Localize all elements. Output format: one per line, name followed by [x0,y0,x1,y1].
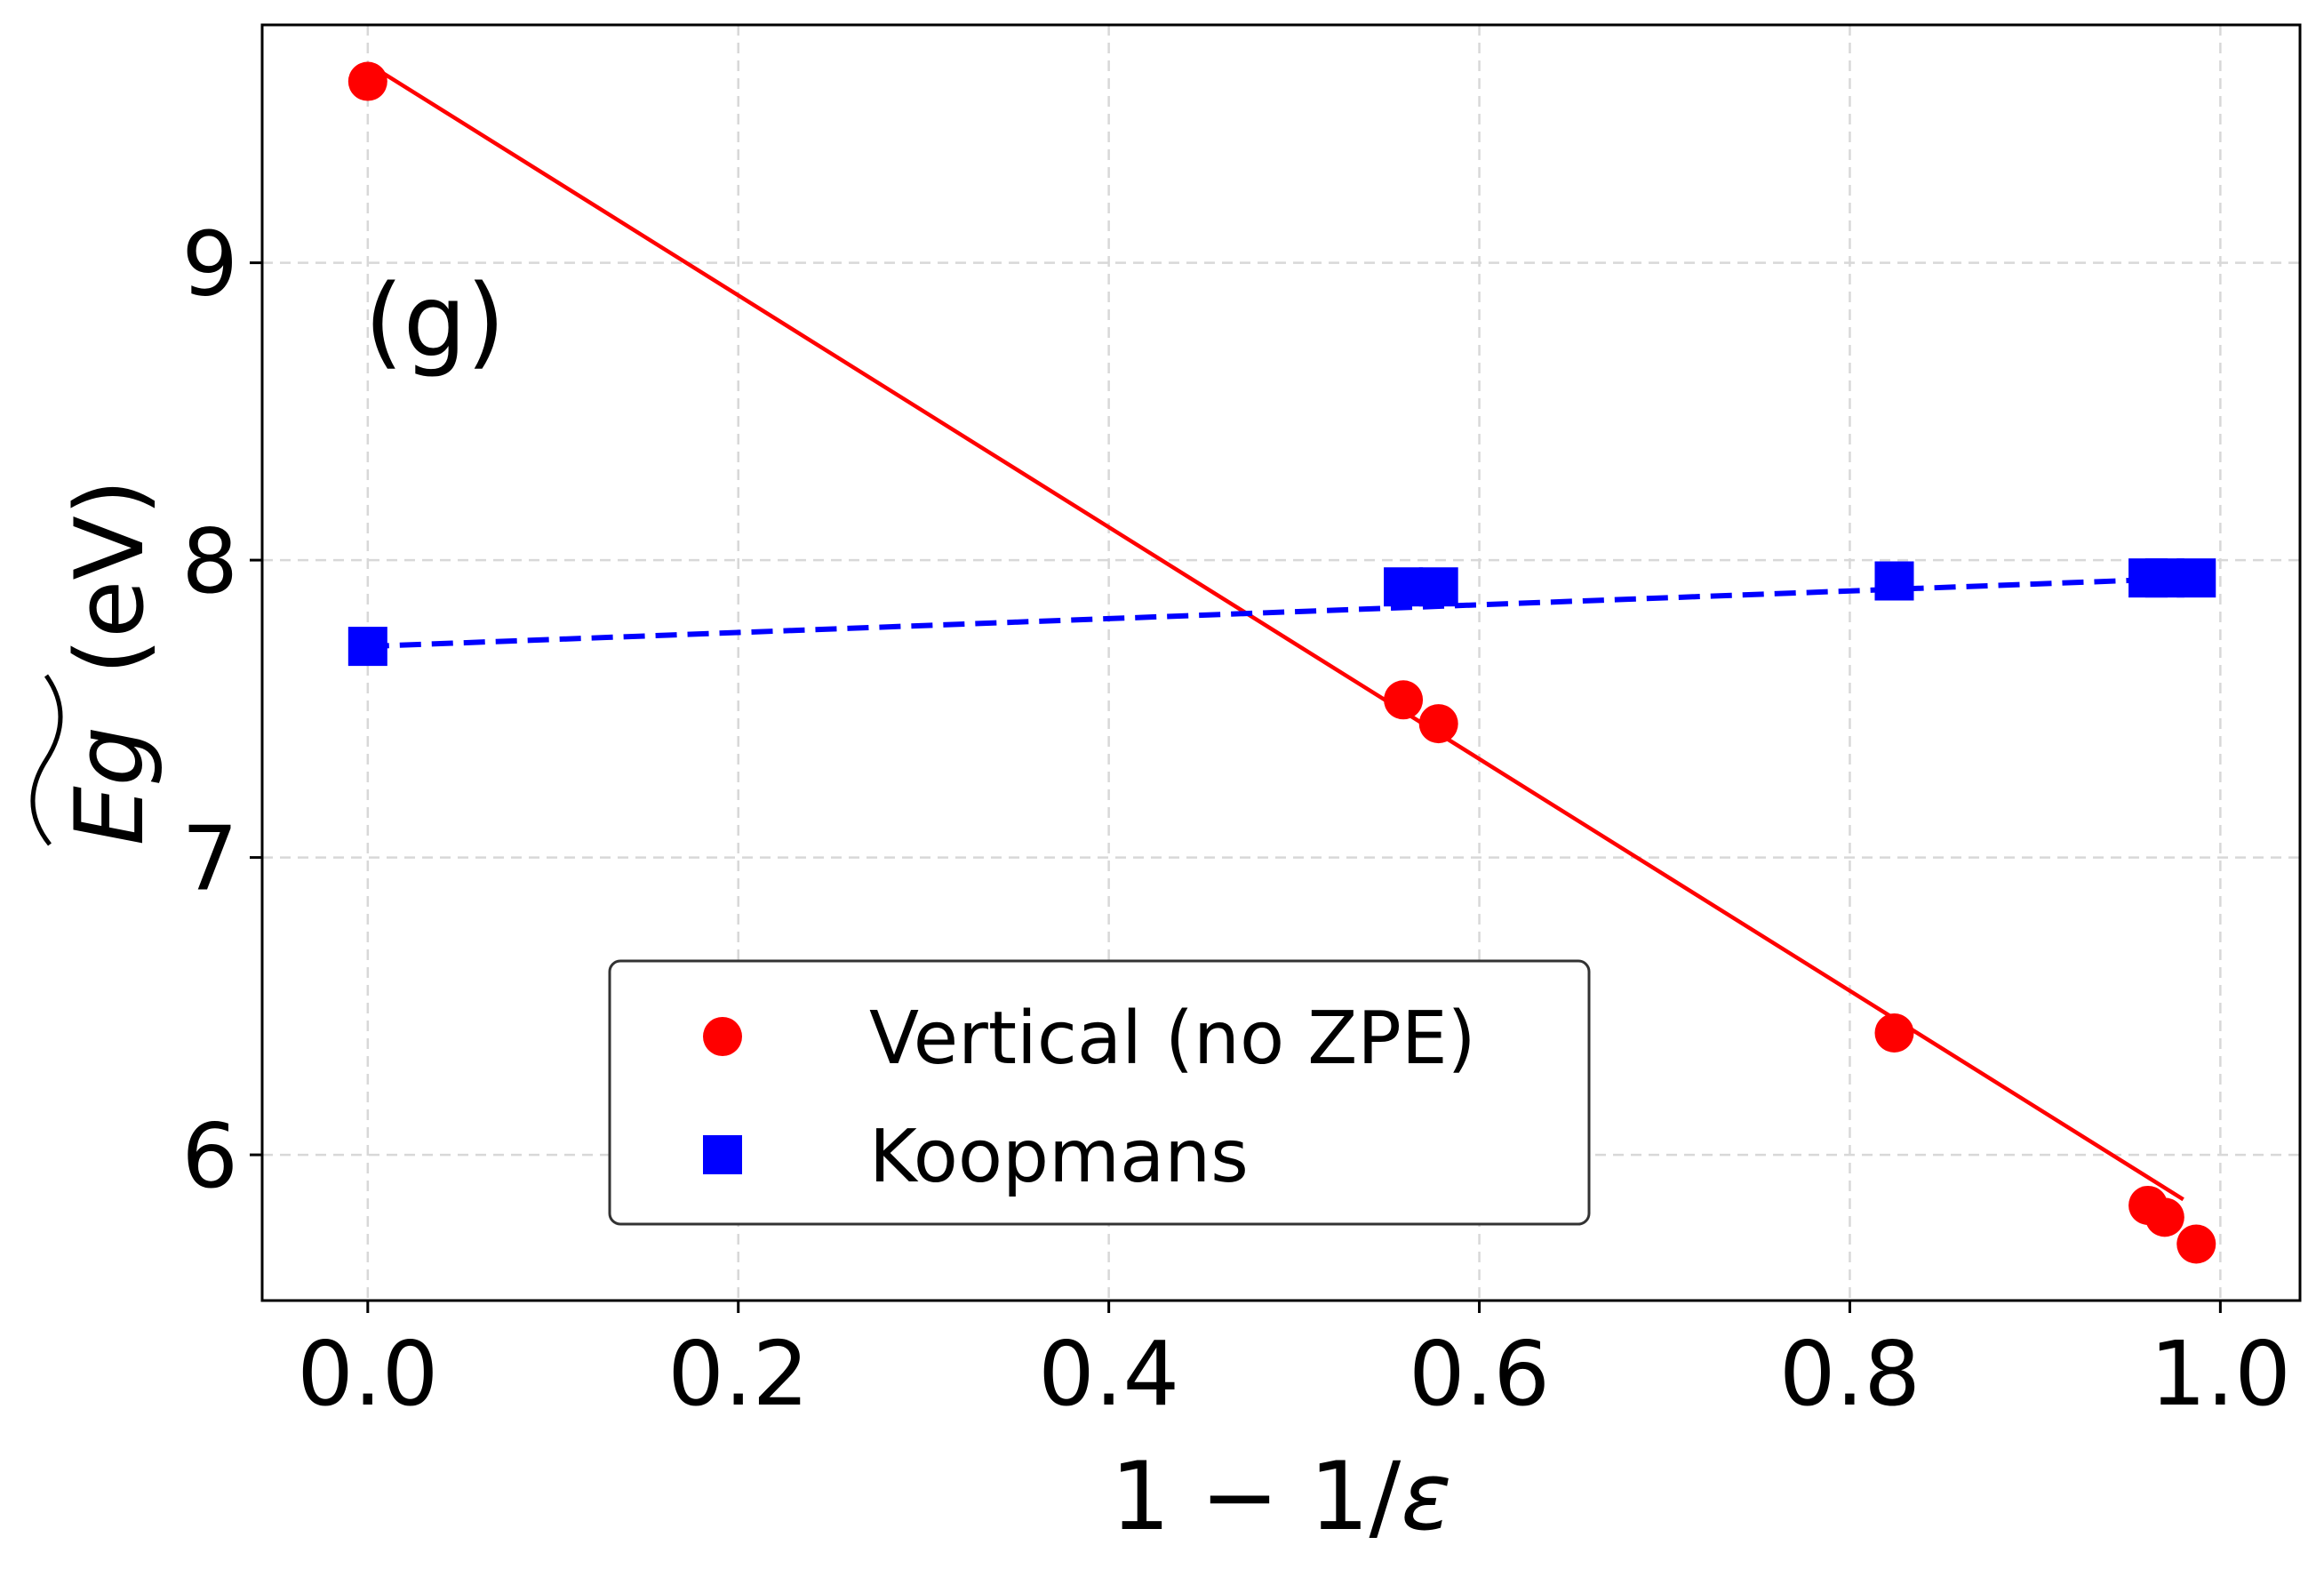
vertical-data-point [1874,1013,1914,1053]
koopmans-data-point [1874,561,1914,601]
vertical-data-point [2144,1197,2184,1237]
y-tick-label: 6 [181,1104,238,1208]
x-axis-label: 1 − 1/ε [1110,1442,1451,1551]
legend-item: Vertical (no ZPE) [703,997,1476,1081]
x-tick-label: 0.0 [297,1322,438,1426]
x-tick-label: 1.0 [2150,1322,2291,1426]
x-tick-label: 0.4 [1038,1322,1179,1426]
koopmans-data-point [1418,567,1458,607]
y-tick-label: 7 [181,807,238,911]
tilde-accent [30,674,63,846]
koopmans-data-point [347,627,387,667]
vertical-fit-line [366,61,2184,1202]
plot-series [347,61,2216,1264]
x-tick-label: 0.8 [1779,1322,1921,1426]
legend-label: Vertical (no ZPE) [869,997,1476,1081]
koopmans-data-point [1384,567,1424,607]
x-tick-label: 0.2 [667,1322,809,1426]
koopmans-series [347,558,2216,667]
legend-marker-circle [703,1017,742,1056]
legend-box [608,959,1591,1226]
panel-label: (g) [364,264,505,380]
vertical-data-point [347,61,387,101]
plot-frame [260,23,2302,1302]
x-axis-label-text: 1 − 1/ [1110,1442,1401,1551]
vertical-series [347,61,2216,1264]
legend-item: Koopmans [703,1115,1249,1199]
y-axis-label-symbol: Eg [55,726,164,845]
x-axis-ticks: 0.0 0.2 0.4 0.6 0.8 1.0 [297,1301,2291,1426]
y-axis-label: Eg (eV) [30,479,164,846]
x-tick-label: 0.6 [1409,1322,1550,1426]
vertical-data-point [1384,680,1424,720]
y-tick-label: 9 [181,212,238,316]
vertical-data-point [1418,704,1458,744]
y-axis-label-unit: (eV) [55,479,164,675]
x-axis-label-epsilon: ε [1401,1442,1451,1551]
legend: Vertical (no ZPE) Koopmans [608,959,1591,1226]
y-tick-label: 8 [181,509,238,613]
legend-marker-square [703,1135,742,1174]
koopmans-data-point [2176,558,2216,598]
legend-label: Koopmans [869,1115,1249,1199]
vertical-data-point [2176,1224,2216,1264]
svg-text:Eg (eV): Eg (eV) [55,479,164,845]
y-axis-ticks: 6 7 8 9 [181,212,262,1208]
